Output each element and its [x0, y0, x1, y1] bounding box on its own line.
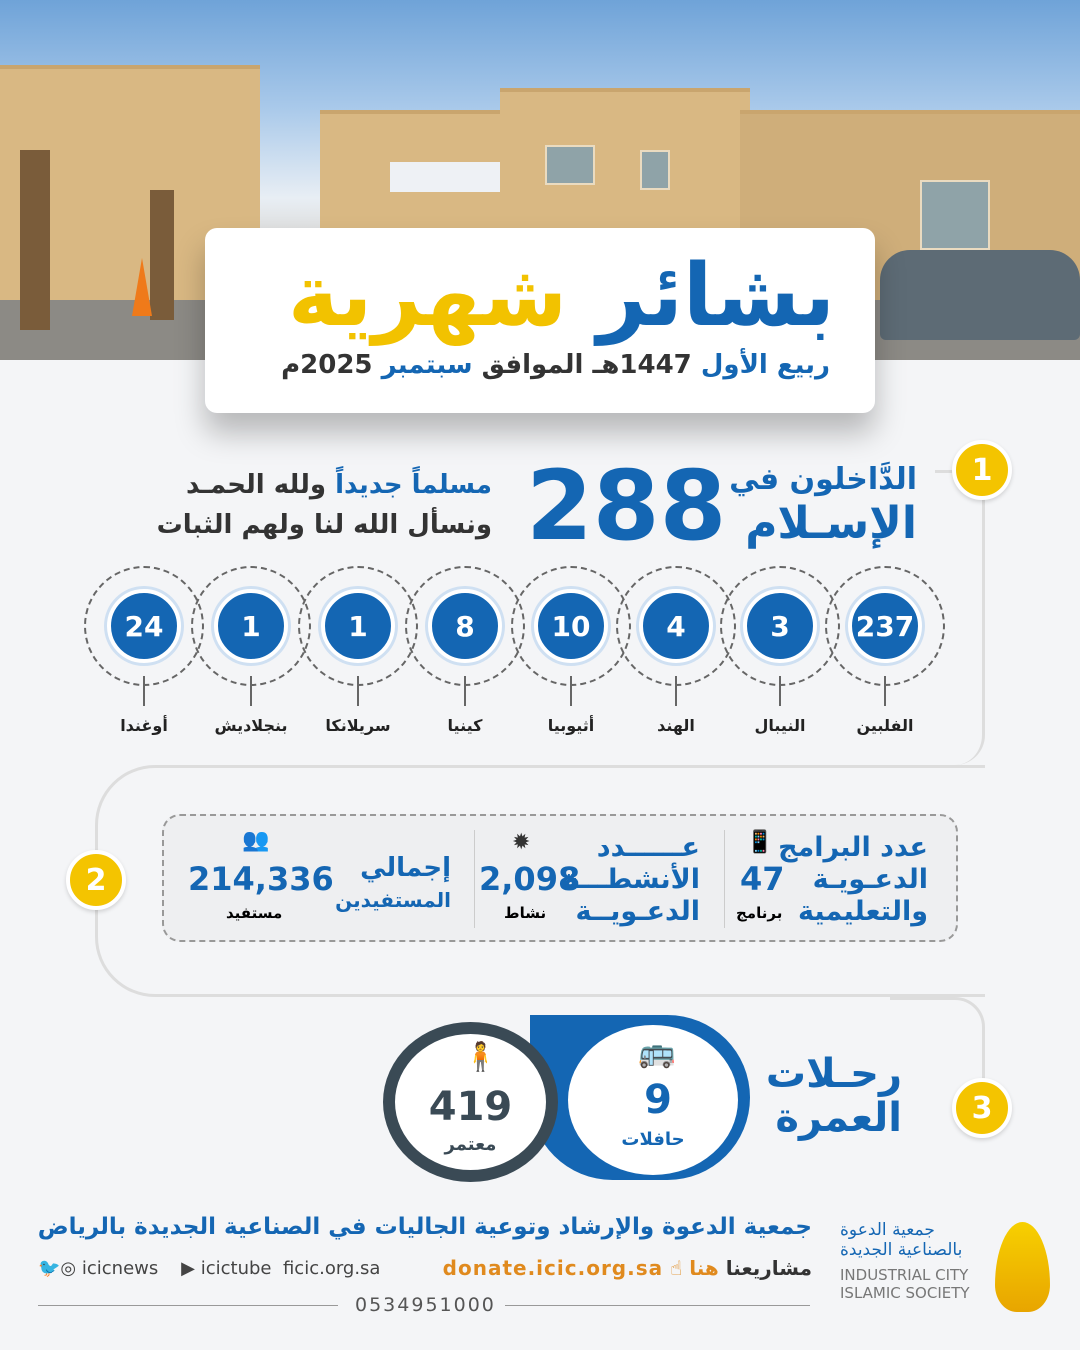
activities-value: 2,098: [479, 860, 581, 898]
country-name: بنجلاديش: [214, 716, 288, 735]
donate-line: مشاريعنا هنا ☝ donate.icic.org.sa: [443, 1256, 812, 1280]
section-3-badge: 3: [952, 1078, 1012, 1138]
hijri-year: 1447هـ الموافق: [481, 350, 692, 380]
twitter-icon[interactable]: 🐦: [38, 1258, 61, 1279]
stats-box: عدد البرامج الدعـويـة والتعليمية 📱 47 برنا…: [162, 814, 958, 942]
pilgrims-value: 419: [428, 1084, 513, 1130]
buses-unit: حافلات: [621, 1129, 685, 1150]
country-name: سريلانكا: [325, 716, 391, 735]
people-icon: 👥: [242, 828, 270, 853]
pointer-icon: ☝: [670, 1256, 683, 1280]
country-item: 24 أوغندا: [84, 566, 204, 746]
website-link[interactable]: icic.org.sa: [294, 1258, 381, 1279]
converts-blue: مسلماً جديداً: [335, 470, 492, 500]
buses-circle: 🚌 9 حافلات: [568, 1025, 738, 1175]
here-label: هنا: [689, 1256, 719, 1280]
page-title: بشائر شهرية: [288, 246, 835, 346]
converts-dark: ولله الحمـد: [185, 470, 327, 500]
section-2-badge: 2: [66, 850, 126, 910]
country-count: 3: [743, 589, 817, 663]
activities-label: عــــــدد الأنشطـــة الدعـويــة: [562, 832, 700, 927]
country-count: 1: [321, 589, 395, 663]
buses-value: 9: [644, 1077, 672, 1123]
country-item: 3 النيبال: [720, 566, 840, 746]
beneficiaries-unit: مستفيد: [226, 904, 283, 922]
country-name: أوغندا: [120, 716, 168, 735]
country-count: 8: [428, 589, 502, 663]
country-count: 237: [848, 589, 922, 663]
converts-total: 288: [526, 450, 727, 562]
bus-icon: 🚌: [638, 1035, 676, 1070]
country-name: الفلبين: [856, 716, 914, 735]
country-item: 237 الفلبين: [825, 566, 945, 746]
hijri-month: ربيع الأول: [700, 350, 830, 380]
section-1-heading-1: الدَّاخلون في: [729, 462, 917, 497]
phone-mic-icon: 📱: [746, 830, 774, 855]
programs-value: 47: [740, 860, 785, 898]
youtube-handle[interactable]: icictube: [200, 1258, 272, 1279]
country-item: 4 الهند: [616, 566, 736, 746]
title-blue: بشائر: [597, 246, 835, 346]
converts-text-1: مسلماً جديداً ولله الحمـد: [186, 470, 492, 500]
flame-logo-icon: [995, 1222, 1050, 1312]
instagram-icon[interactable]: ◎: [60, 1258, 77, 1279]
beneficiaries-value: 214,336: [188, 860, 334, 898]
youtube-icon[interactable]: ▶: [181, 1258, 195, 1279]
programs-label: عدد البرامج الدعـويـة والتعليمية: [778, 832, 928, 927]
country-item: 8 كينيا: [405, 566, 525, 746]
title-card: بشائر شهرية ربيع الأول 1447هـ الموافق سب…: [205, 228, 875, 413]
logo: جمعية الدعوة بالصناعية الجديدة INDUSTRIA…: [840, 1220, 970, 1302]
greg-month: سبتمبر: [381, 350, 473, 380]
donate-link[interactable]: donate.icic.org.sa: [442, 1256, 664, 1280]
mic-badge-icon: ✹: [512, 830, 531, 855]
country-name: النيبال: [754, 716, 806, 735]
phone-number[interactable]: 0534951000: [355, 1294, 496, 1316]
path-line: [890, 997, 985, 1107]
section-1-heading-2: الإسـلام: [745, 498, 917, 549]
greg-year: 2025م: [281, 350, 373, 380]
projects-label: مشاريعنا: [725, 1256, 812, 1280]
org-name: جمعية الدعوة والإرشاد وتوعية الجاليات في…: [37, 1214, 812, 1240]
country-name: أثيوبيا: [547, 716, 595, 735]
country-count: 24: [107, 589, 181, 663]
country-item: 1 بنجلاديش: [191, 566, 311, 746]
country-item: 1 سريلانكا: [298, 566, 418, 746]
social-handle[interactable]: icicnews: [81, 1258, 159, 1279]
activities-unit: نشاط: [504, 904, 547, 922]
programs-unit: برنامج: [736, 904, 783, 922]
section-1-badge: 1: [952, 440, 1012, 500]
country-count: 1: [214, 589, 288, 663]
beneficiaries-label: إجمالي المستفيدين: [335, 853, 451, 912]
umrah-heading: رحـلات العمرة: [765, 1051, 902, 1141]
pilgrims-unit: معتمر: [444, 1134, 497, 1155]
country-name: كينيا: [447, 716, 483, 735]
date-subtitle: ربيع الأول 1447هـ الموافق سبتمبر 2025م: [281, 350, 830, 380]
country-count: 4: [639, 589, 713, 663]
title-gold: شهرية: [287, 246, 568, 346]
country-count: 10: [534, 589, 608, 663]
social-links: 🐦◎ icicnews ▶ icictube ficic.org.sa: [38, 1258, 380, 1279]
country-name: الهند: [657, 716, 695, 735]
converts-text-2: ونسأل الله لنا ولهم الثبات: [156, 510, 492, 540]
pilgrim-icon: 🧍: [463, 1040, 498, 1073]
country-item: 10 أثيوبيا: [511, 566, 631, 746]
facebook-icon[interactable]: f: [282, 1258, 295, 1279]
pilgrims-circle: 🧍 419 معتمر: [383, 1022, 558, 1182]
